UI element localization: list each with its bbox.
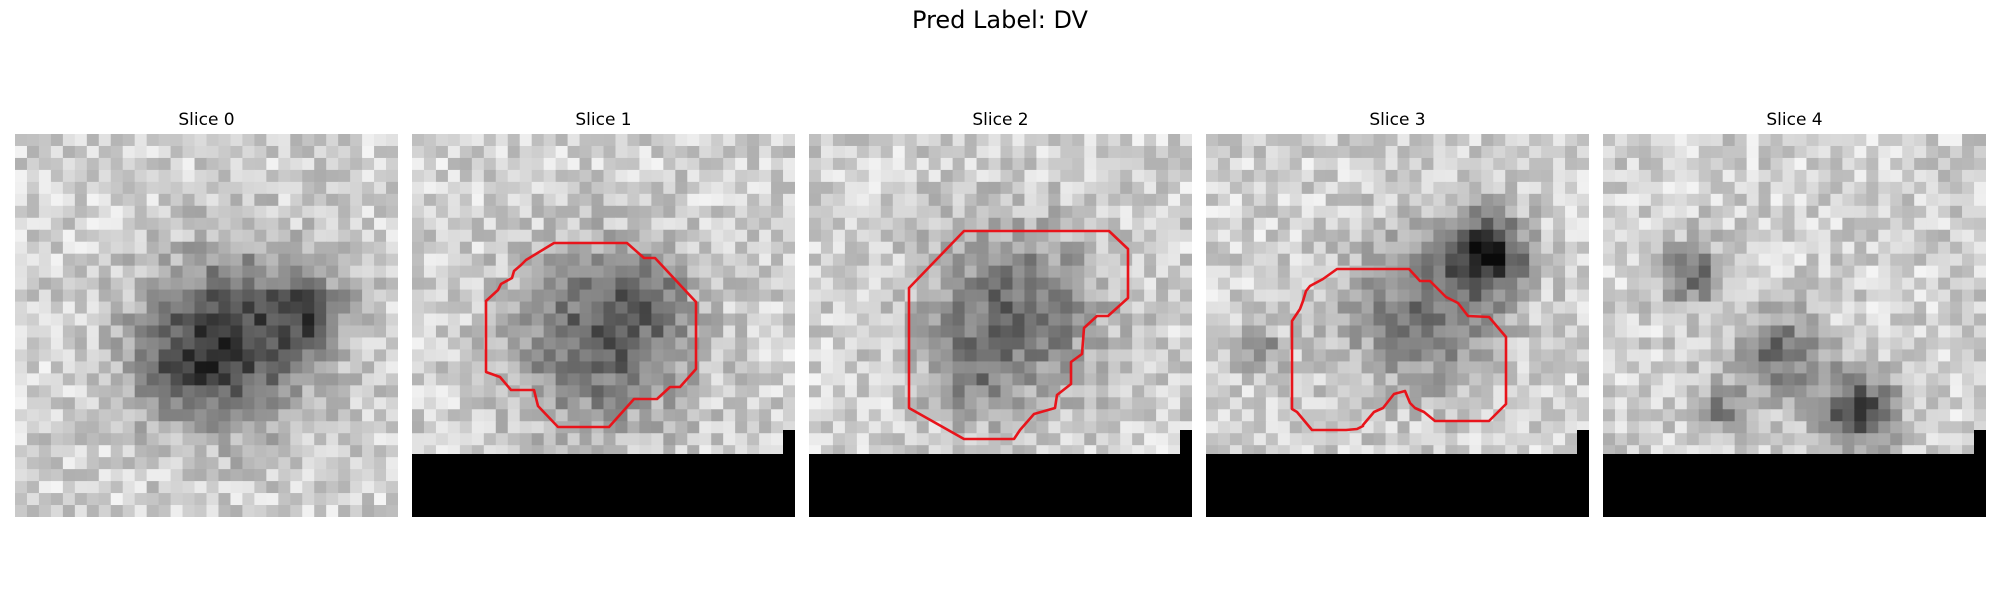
slice-image bbox=[1603, 134, 1986, 517]
figure-title: Pred Label: DV bbox=[912, 6, 1088, 34]
slice-title: Slice 1 bbox=[575, 110, 632, 130]
segmentation-contour bbox=[484, 241, 698, 429]
slice-image bbox=[1206, 134, 1589, 517]
segmentation-contour bbox=[907, 229, 1130, 441]
mask-band bbox=[412, 454, 795, 517]
mask-band bbox=[809, 454, 1192, 517]
slice-image bbox=[15, 134, 398, 517]
mask-band bbox=[1206, 454, 1589, 517]
slice-image bbox=[809, 134, 1192, 517]
slice-title: Slice 2 bbox=[972, 110, 1029, 130]
slice-title: Slice 4 bbox=[1766, 110, 1823, 130]
slice-image bbox=[412, 134, 795, 517]
slice-title: Slice 3 bbox=[1369, 110, 1426, 130]
slice-title: Slice 0 bbox=[178, 110, 235, 130]
segmentation-contour bbox=[1290, 267, 1508, 432]
mask-band bbox=[1603, 454, 1986, 517]
